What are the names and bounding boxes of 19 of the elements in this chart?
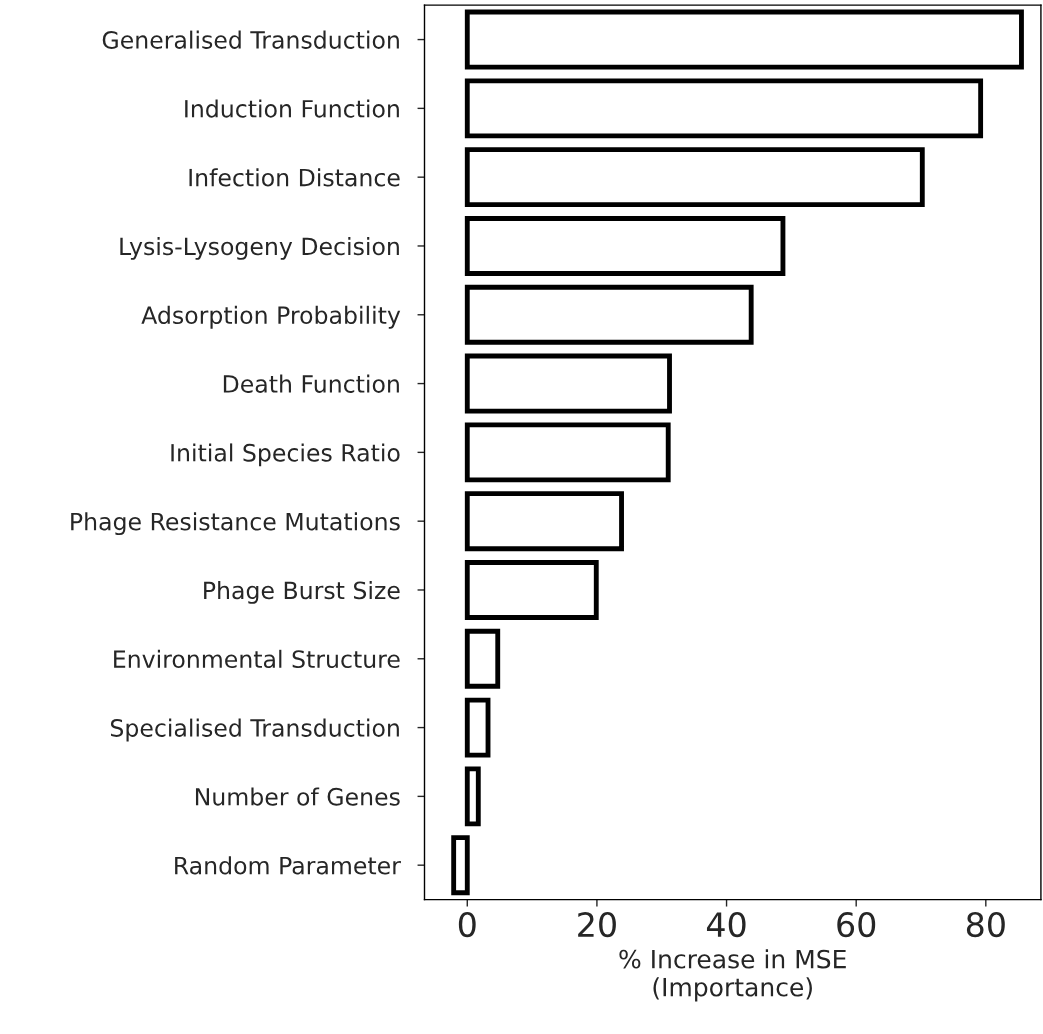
y-tick-label: Initial Species Ratio <box>171 443 400 467</box>
x-tick-label: 80 <box>966 911 1005 938</box>
y-tick-label: Infection Distance <box>189 168 400 187</box>
y-tick-label: Induction Function <box>185 99 399 118</box>
y-tick-label: Specialised Transduction <box>110 718 399 742</box>
y-tick-label: Lysis-Lysogeny Decision <box>120 237 399 260</box>
y-tick-label: Death Function <box>223 374 399 393</box>
x-axis-title: % Increase in MSE (Importance) <box>619 949 846 1002</box>
y-tick-label: Adsorption Probability <box>141 305 401 329</box>
y-tick-label: Phage Burst Size <box>204 581 400 604</box>
y-tick-label: Environmental Structure <box>114 649 400 669</box>
y-tick-label: Phage Resistance Mutations <box>71 512 400 536</box>
x-tick-label: 0 <box>458 911 476 938</box>
y-tick-label: Generalised Transduction <box>102 30 399 49</box>
x-tick-label: 40 <box>706 911 746 938</box>
x-tick-label: 60 <box>837 911 876 938</box>
y-tick-label: Number of Genes <box>195 787 400 806</box>
x-tick-label: 20 <box>578 911 616 938</box>
y-tick-label: Random Parameter <box>175 856 401 875</box>
